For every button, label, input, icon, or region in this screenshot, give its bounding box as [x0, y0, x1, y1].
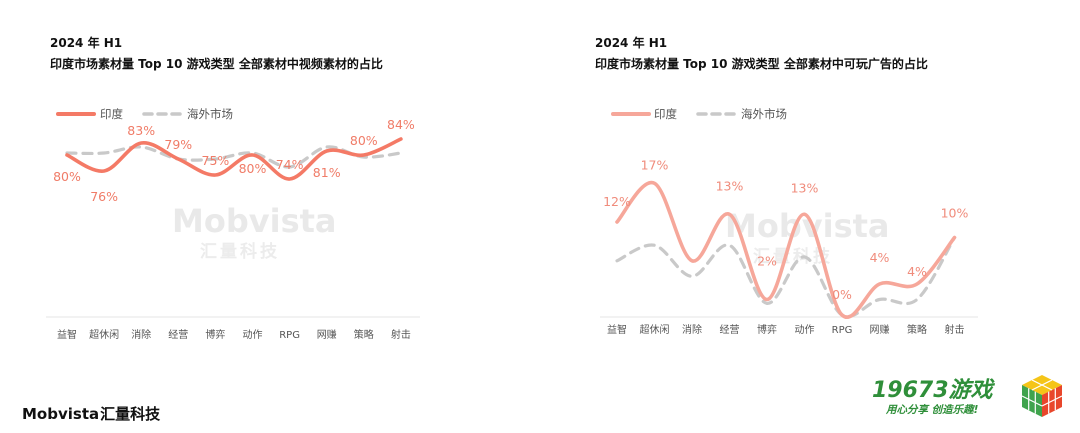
data-label: 81%: [313, 165, 341, 180]
data-label: 0%: [832, 287, 852, 302]
data-label: 13%: [791, 180, 819, 195]
data-label: 17%: [641, 157, 669, 172]
panel-2-period: 2024 年 H1: [595, 36, 668, 50]
legend-overseas-label: 海外市场: [741, 107, 787, 121]
brand-en: Mobvista: [22, 405, 100, 423]
video-share-chart: 印度 海外市场 Mobvista 汇量科技 80% 76% 83% 79% 75% 80%…: [46, 107, 420, 341]
data-label: 12%: [603, 194, 631, 209]
watermark: Mobvista 汇量科技: [172, 202, 337, 262]
series-line-india: [65, 137, 403, 181]
x-tick-label: 消除: [131, 328, 151, 341]
data-label: 10%: [941, 206, 969, 221]
site-logo: 19673游戏 用心分享 创造乐趣!: [870, 372, 1070, 422]
x-tick-label: RPG: [832, 325, 853, 336]
x-tick-label: 网赚: [870, 323, 890, 336]
data-label: 13%: [716, 178, 744, 193]
x-tick-label: 博弈: [757, 323, 777, 336]
x-tick-label: 策略: [907, 323, 927, 336]
data-label: 75%: [202, 153, 230, 168]
x-tick-label: RPG: [279, 330, 300, 341]
legend: 印度 海外市场: [611, 107, 787, 121]
panel-2-title: 印度市场素材量 Top 10 游戏类型 全部素材中可玩广告的占比: [595, 57, 928, 71]
watermark-text: Mobvista: [725, 207, 890, 245]
legend: 印度 海外市场: [56, 107, 233, 121]
x-tick-label: 超休闲: [89, 328, 119, 341]
x-tick-label: 动作: [795, 324, 815, 336]
data-label: 74%: [276, 157, 304, 172]
x-tick-label: 射击: [391, 329, 411, 341]
playable-share-chart: 印度 海外市场 Mobvista 汇量科技 12%17%13%2%13%0%4%…: [600, 107, 978, 336]
legend-overseas-label: 海外市场: [187, 107, 233, 121]
x-tick-label: 经营: [168, 328, 188, 341]
data-label: 80%: [53, 169, 81, 184]
data-label: 76%: [90, 189, 118, 204]
data-label: 80%: [350, 133, 378, 148]
x-tick-label: 动作: [243, 329, 263, 341]
panel-1-title: 印度市场素材量 Top 10 游戏类型 全部素材中视频素材的占比: [50, 57, 383, 71]
legend-india-label: 印度: [654, 107, 677, 121]
x-tick-label: 策略: [354, 328, 374, 341]
data-label: 80%: [239, 161, 267, 176]
panel-1-period: 2024 年 H1: [50, 36, 123, 50]
x-tick-label: 经营: [720, 323, 740, 336]
site-logo-slogan: 用心分享 创造乐趣!: [886, 404, 979, 416]
x-tick-label: 消除: [682, 323, 702, 336]
panel-1-header: 2024 年 H1 印度市场素材量 Top 10 游戏类型 全部素材中视频素材的…: [50, 33, 383, 75]
x-tick-label: 益智: [57, 328, 77, 341]
cube-icon: [1021, 375, 1063, 417]
mobvista-logo: Mobvista汇量科技: [22, 403, 160, 424]
legend-india-label: 印度: [100, 107, 123, 121]
watermark-text: Mobvista: [172, 202, 337, 240]
site-logo-name: 19673游戏: [872, 378, 993, 403]
x-tick-label: 博弈: [205, 328, 225, 341]
watermark-sub: 汇量科技: [200, 241, 280, 262]
series-line-overseas: [615, 235, 957, 319]
panel-2-header: 2024 年 H1 印度市场素材量 Top 10 游戏类型 全部素材中可玩广告的…: [595, 33, 928, 75]
brand-cn: 汇量科技: [100, 405, 161, 423]
data-label: 83%: [127, 123, 155, 138]
x-tick-label: 益智: [607, 323, 627, 336]
data-label: 4%: [907, 264, 927, 279]
data-label: 84%: [387, 117, 415, 132]
x-tick-label: 射击: [945, 324, 965, 336]
x-tick-label: 网赚: [317, 328, 337, 341]
data-label: 79%: [164, 137, 192, 152]
series-line-india: [615, 180, 957, 319]
data-label: 2%: [757, 254, 777, 269]
x-tick-label: 超休闲: [640, 323, 670, 336]
data-label: 4%: [870, 250, 890, 265]
